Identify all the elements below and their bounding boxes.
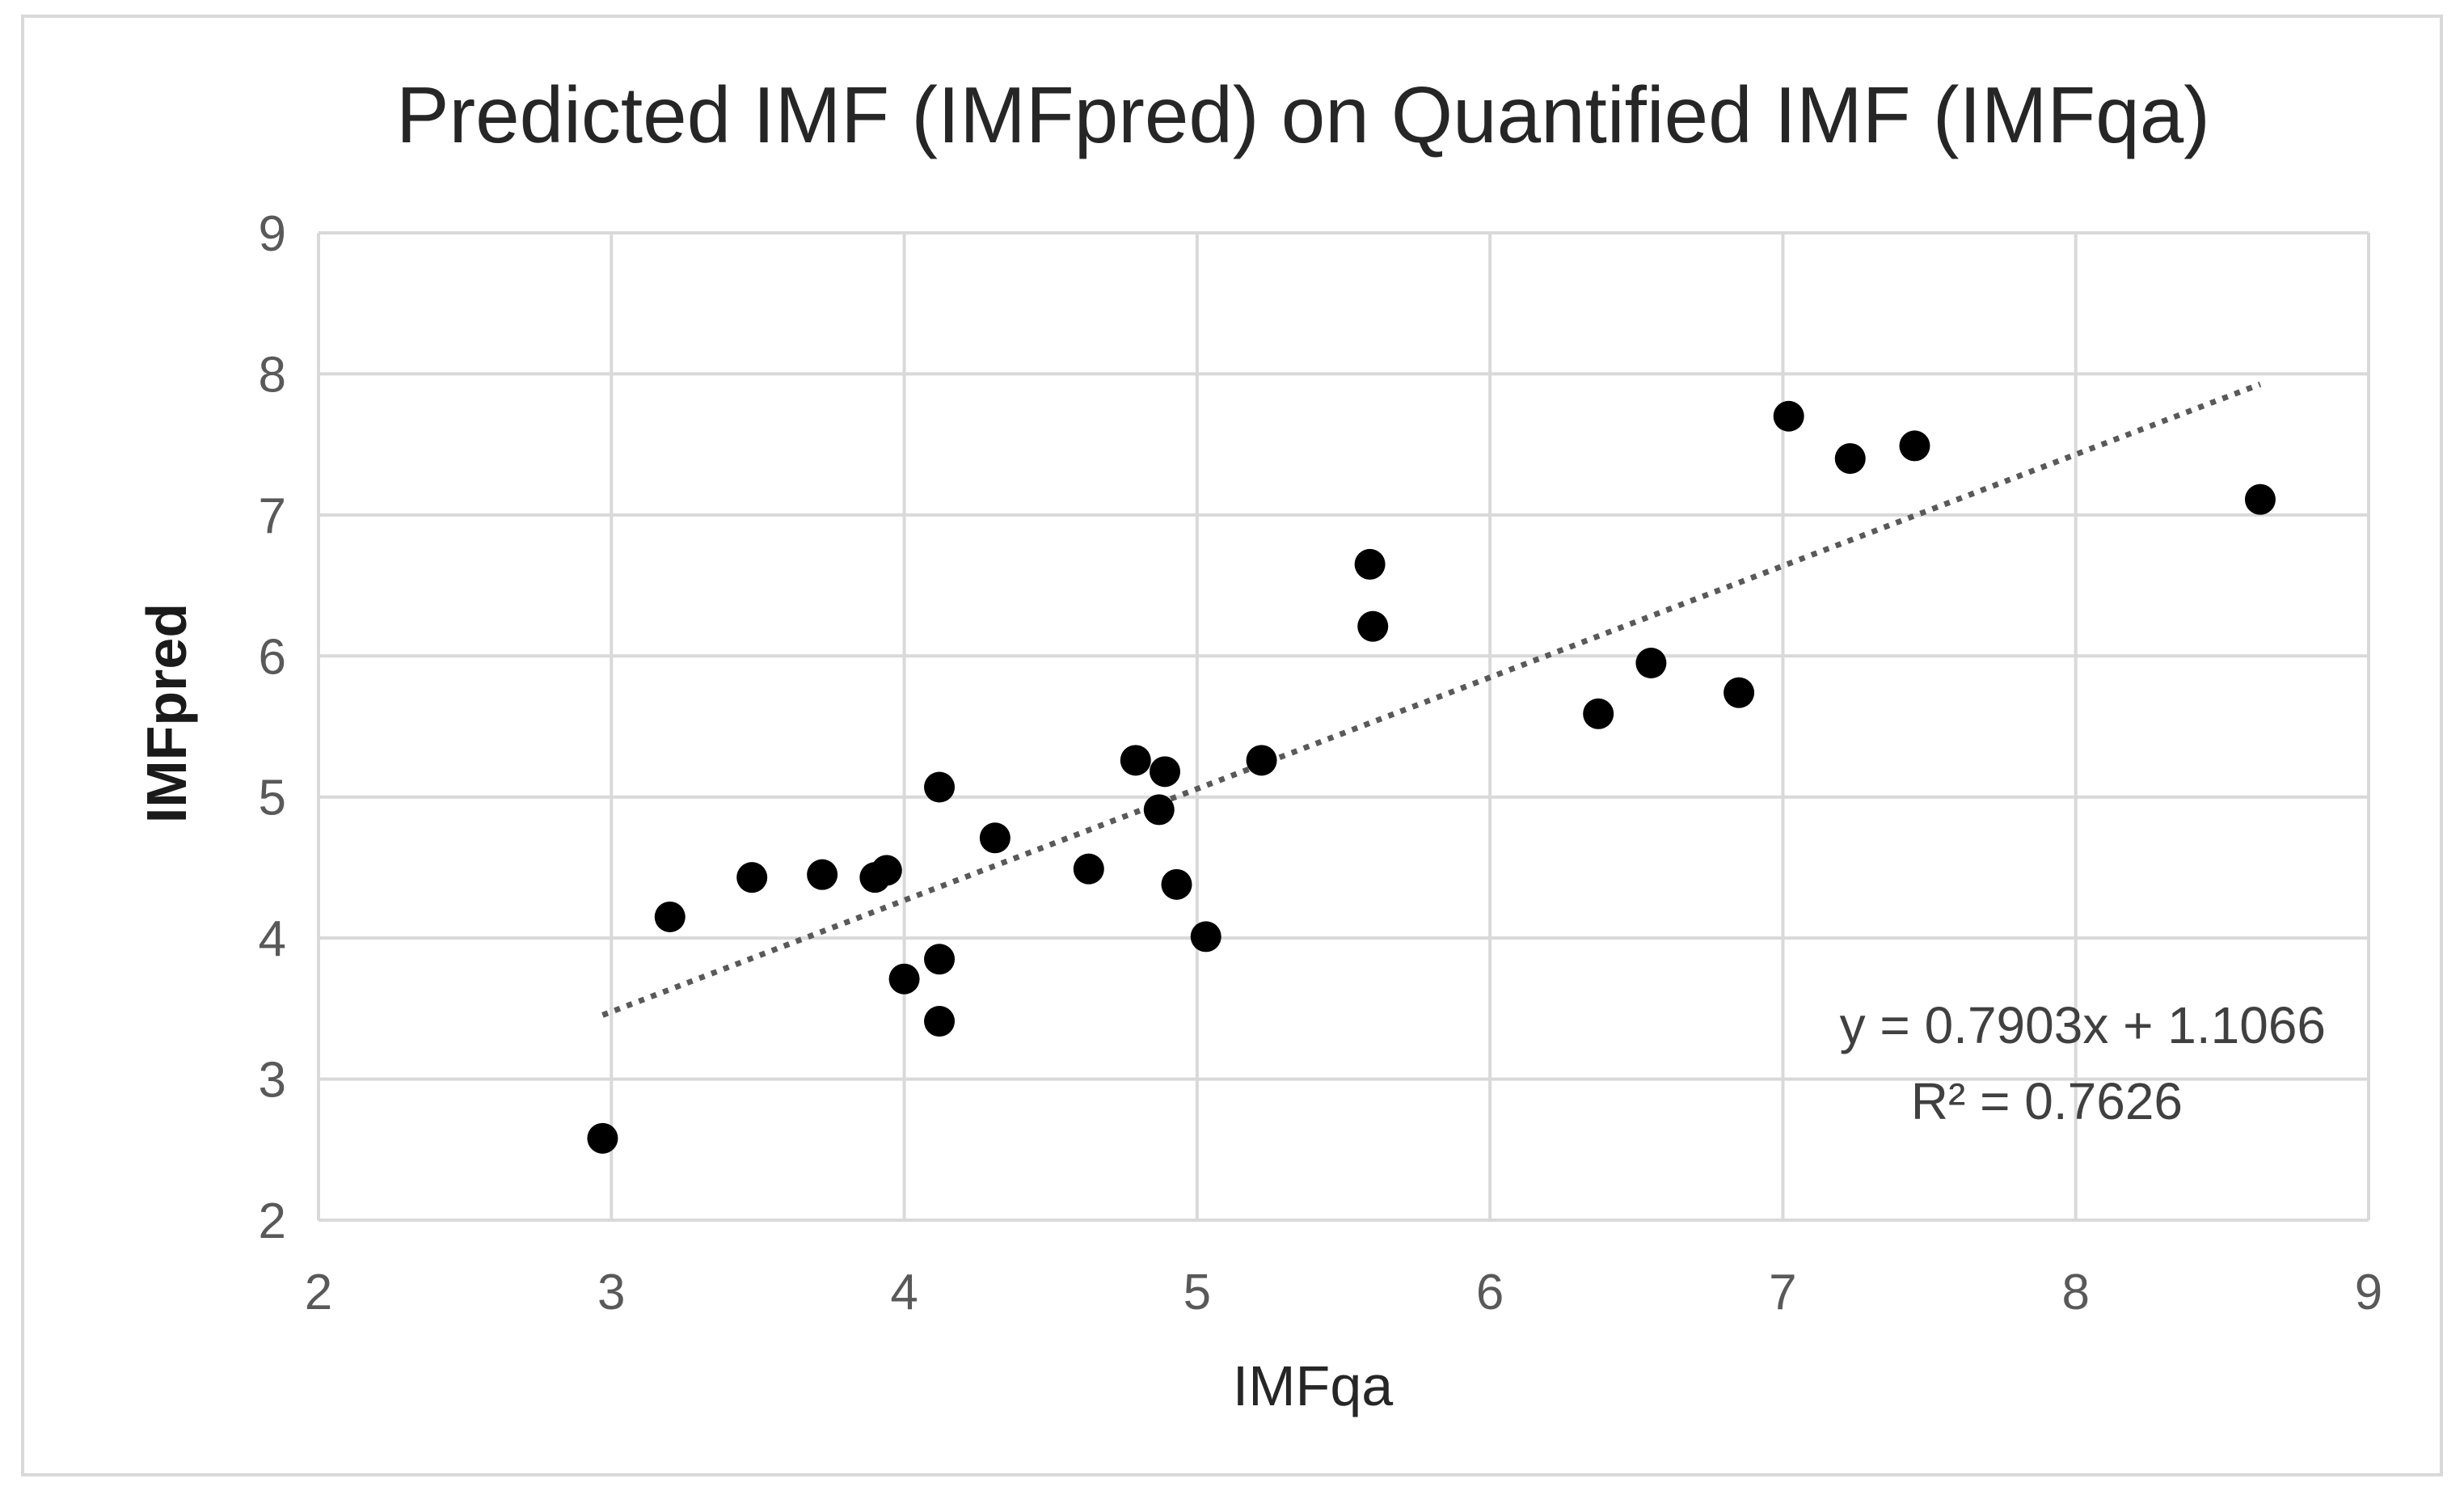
x-tick-label-4: 4 [890, 1265, 918, 1320]
data-point-11 [979, 822, 1010, 854]
y-tick-label-3: 3 [259, 1053, 286, 1109]
x-tick-label-3: 3 [597, 1265, 625, 1320]
data-point-21 [1583, 698, 1614, 729]
data-point-1 [587, 1122, 618, 1154]
y-tick-label-7: 7 [259, 488, 286, 544]
data-point-26 [1899, 430, 1930, 462]
y-tick-label-9: 9 [259, 206, 286, 262]
data-point-27 [2244, 484, 2276, 515]
axes: 2 3 4 5 6 7 8 9 2 3 4 5 6 7 8 9 [259, 206, 2383, 1320]
x-tick-label-6: 6 [1476, 1265, 1504, 1320]
x-tick-label-7: 7 [1769, 1265, 1796, 1320]
x-tick-label-5: 5 [1183, 1265, 1211, 1320]
data-point-6 [871, 855, 902, 886]
data-point-16 [1161, 868, 1192, 900]
scatter-chart: Predicted IMF (IMFpred) on Quantified IM… [135, 70, 2383, 1417]
data-point-8 [924, 944, 956, 975]
data-point-4 [807, 859, 838, 890]
data-point-3 [736, 862, 768, 893]
data-point-24 [1773, 400, 1804, 432]
data-point-9 [924, 1006, 956, 1037]
x-tick-label-2: 2 [305, 1265, 332, 1320]
r-squared-label: R² = 0.7626 [1911, 1072, 2183, 1130]
y-tick-label-4: 4 [259, 911, 286, 967]
data-point-2 [654, 901, 686, 932]
chart-title: Predicted IMF (IMFpred) on Quantified IM… [396, 70, 2210, 159]
data-points [587, 400, 2276, 1154]
data-point-15 [1150, 756, 1181, 788]
y-tick-label-6: 6 [259, 629, 286, 685]
chart-frame: Predicted IMF (IMFpred) on Quantified IM… [21, 15, 2443, 1476]
data-point-13 [1120, 745, 1151, 776]
trendline [601, 381, 2262, 1018]
y-tick-label-2: 2 [259, 1193, 286, 1249]
data-point-18 [1246, 745, 1277, 776]
trendline-equation: y = 0.7903x + 1.1066 [1840, 996, 2326, 1054]
data-point-23 [1724, 677, 1755, 708]
data-point-19 [1354, 548, 1386, 580]
x-axis-title: IMFqa [1233, 1354, 1393, 1417]
data-point-7 [888, 963, 920, 995]
y-tick-label-8: 8 [259, 347, 286, 403]
data-point-25 [1834, 443, 1866, 475]
trendline-group [601, 381, 2262, 1018]
data-point-12 [1073, 853, 1104, 885]
y-tick-label-5: 5 [259, 771, 286, 826]
data-point-22 [1635, 648, 1667, 679]
x-tick-label-8: 8 [2061, 1265, 2089, 1320]
y-axis-title: IMFpred [135, 603, 198, 823]
data-point-14 [1143, 794, 1175, 826]
x-tick-label-9: 9 [2355, 1265, 2382, 1320]
data-point-20 [1357, 610, 1389, 642]
data-point-17 [1190, 921, 1221, 952]
gridlines [317, 231, 2370, 1222]
data-point-10 [924, 771, 956, 803]
